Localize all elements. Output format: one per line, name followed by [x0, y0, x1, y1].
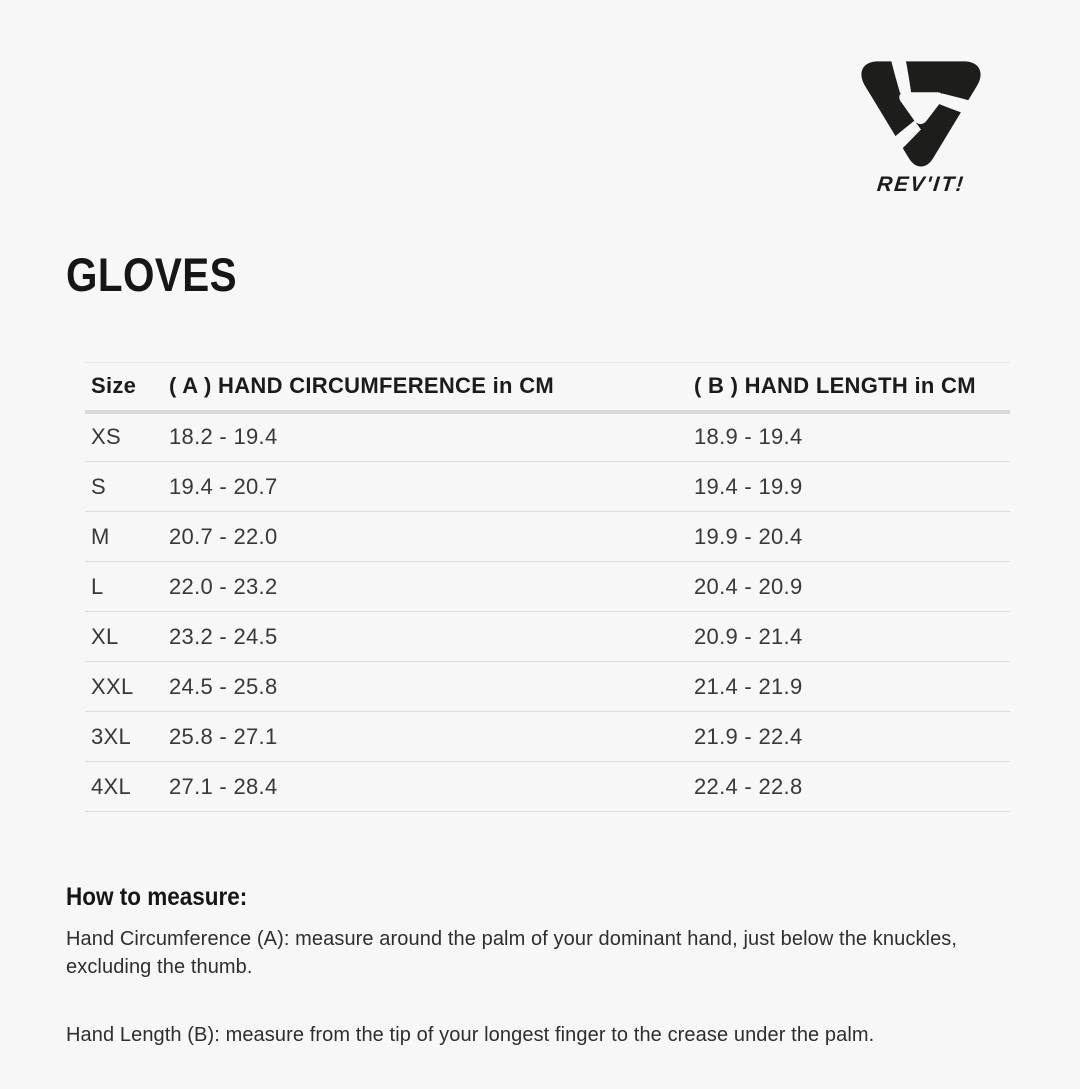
hand-circumference-cell: 23.2 - 24.5 — [163, 611, 688, 662]
size-cell: XS — [85, 411, 163, 462]
size-table-body: XS 18.2 - 19.4 18.9 - 19.4 S 19.4 - 20.7… — [85, 411, 1010, 812]
table-row: XS 18.2 - 19.4 18.9 - 19.4 — [85, 411, 1010, 462]
measure-instruction: Hand Length (B): measure from the tip of… — [66, 1024, 875, 1046]
hand-length-cell: 20.9 - 21.4 — [688, 611, 1010, 662]
how-to-measure-paragraphs: Hand Circumference (A): measure around t… — [66, 925, 966, 1049]
table-row: XXL 24.5 - 25.8 21.4 - 21.9 — [85, 661, 1010, 712]
revit-pinwheel-shield-icon — [861, 57, 981, 167]
hand-circumference-cell: 19.4 - 20.7 — [163, 461, 688, 512]
size-cell: 4XL — [85, 761, 163, 812]
table-row: 3XL 25.8 - 27.1 21.9 - 22.4 — [85, 711, 1010, 762]
hand-length-cell: 21.4 - 21.9 — [688, 661, 1010, 712]
hand-length-cell: 19.4 - 19.9 — [688, 461, 1010, 512]
hand-circumference-cell: 25.8 - 27.1 — [163, 711, 688, 762]
column-header-hand-circumference: ( A ) HAND CIRCUMFERENCE in CM — [163, 362, 688, 414]
table-header-row: Size ( A ) HAND CIRCUMFERENCE in CM ( B … — [85, 362, 1010, 414]
hand-length-cell: 19.9 - 20.4 — [688, 511, 1010, 562]
hand-circumference-cell: 18.2 - 19.4 — [163, 411, 688, 462]
size-cell: L — [85, 561, 163, 612]
hand-length-cell: 21.9 - 22.4 — [688, 711, 1010, 762]
size-cell: M — [85, 511, 163, 562]
table-row: M 20.7 - 22.0 19.9 - 20.4 — [85, 511, 1010, 562]
brand-wordmark: REV'IT! — [875, 173, 967, 196]
table-row: 4XL 27.1 - 28.4 22.4 - 22.8 — [85, 761, 1010, 812]
how-to-measure-section: How to measure: Hand Circumference (A): … — [66, 883, 966, 1089]
size-table: Size ( A ) HAND CIRCUMFERENCE in CM ( B … — [85, 362, 1010, 812]
hand-circumference-cell: 20.7 - 22.0 — [163, 511, 688, 562]
table-row: L 22.0 - 23.2 20.4 - 20.9 — [85, 561, 1010, 612]
size-cell: S — [85, 461, 163, 512]
hand-length-cell: 22.4 - 22.8 — [688, 761, 1010, 812]
column-header-hand-length: ( B ) HAND LENGTH in CM — [688, 362, 1010, 414]
brand-logo: REV'IT! — [852, 54, 990, 197]
table-row: XL 23.2 - 24.5 20.9 - 21.4 — [85, 611, 1010, 662]
hand-length-cell: 18.9 - 19.4 — [688, 411, 1010, 462]
column-header-size: Size — [85, 362, 163, 414]
size-cell: XXL — [85, 661, 163, 712]
page-title: GLOVES — [66, 248, 238, 301]
table-row: S 19.4 - 20.7 19.4 - 19.9 — [85, 461, 1010, 512]
measure-instruction: Hand Circumference (A): measure around t… — [66, 928, 958, 978]
size-cell: XL — [85, 611, 163, 662]
hand-circumference-cell: 22.0 - 23.2 — [163, 561, 688, 612]
how-to-measure-heading: How to measure: — [66, 883, 248, 911]
size-cell: 3XL — [85, 711, 163, 762]
hand-length-cell: 20.4 - 20.9 — [688, 561, 1010, 612]
hand-circumference-cell: 24.5 - 25.8 — [163, 661, 688, 712]
hand-circumference-cell: 27.1 - 28.4 — [163, 761, 688, 812]
